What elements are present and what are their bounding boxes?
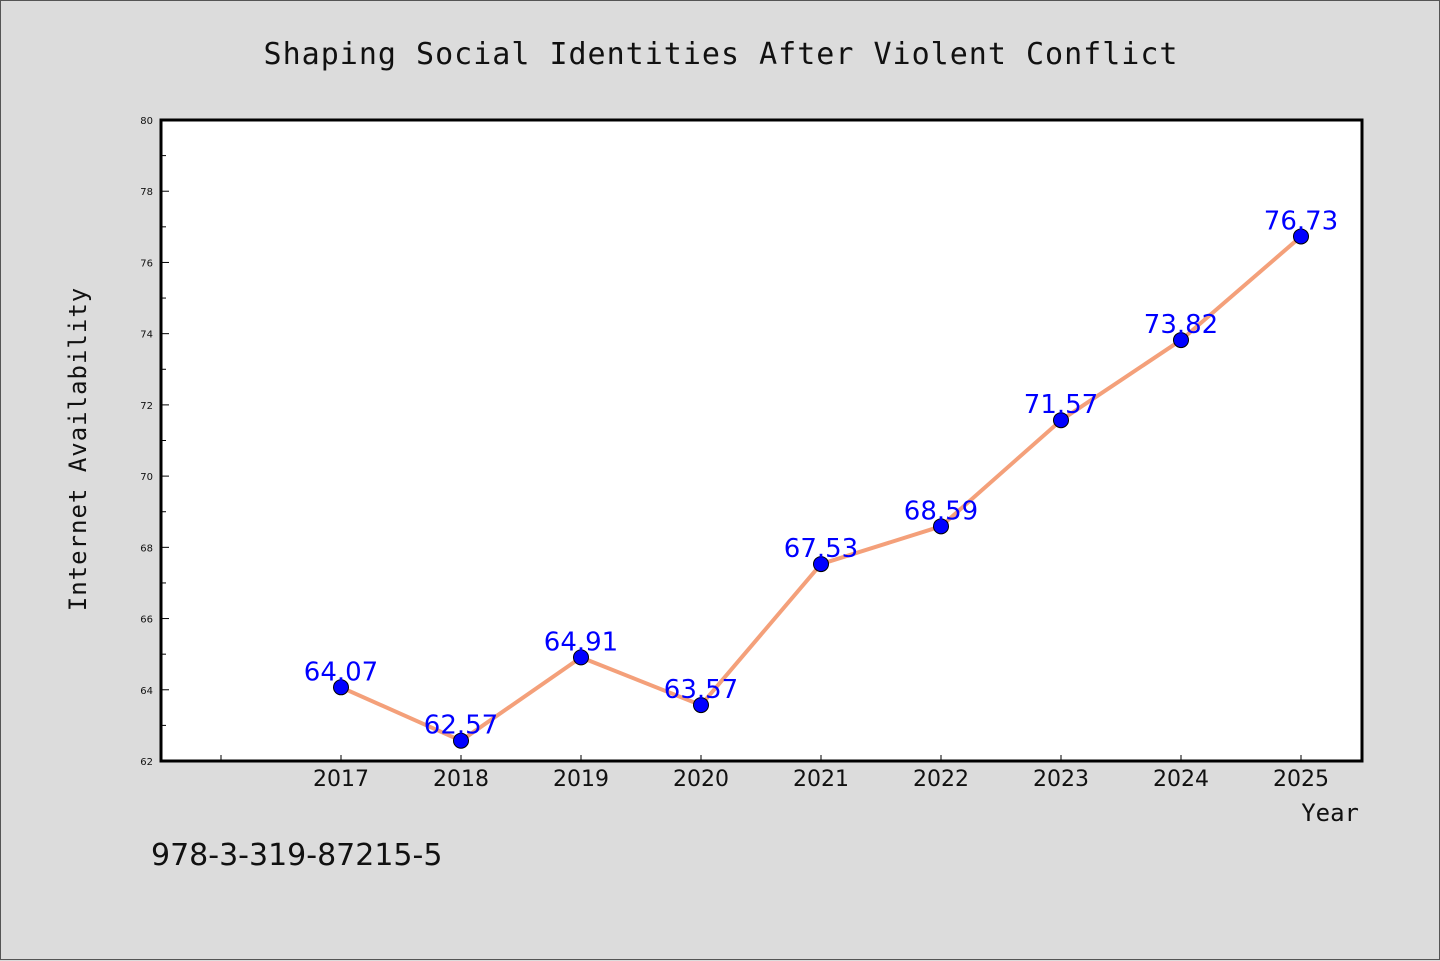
y-tick-label: 66 (140, 615, 153, 626)
x-tick-label: 2017 (313, 767, 369, 792)
data-label: 64.91 (544, 627, 618, 657)
x-tick-label: 2022 (913, 767, 969, 792)
data-point-marker (813, 556, 829, 573)
x-axis-ticks: 2017 2018 2019 2020 2021 2022 2023 2024 2025 (220, 755, 1329, 792)
data-point-marker (1053, 412, 1069, 429)
data-point-marker (1173, 332, 1189, 349)
x-axis-label: Year (1301, 799, 1359, 827)
y-tick-label: 62 (140, 757, 153, 768)
data-label: 64.07 (304, 657, 378, 687)
x-tick-label: 2024 (1153, 767, 1209, 792)
chart-title: Shaping Social Identities After Violent … (264, 37, 1179, 72)
data-point-marker (1293, 228, 1309, 245)
y-tick-label: 68 (140, 543, 153, 554)
y-tick-label: 70 (140, 472, 153, 483)
y-axis-ticks: 62 64 66 68 70 72 74 76 78 80 (140, 116, 169, 768)
isbn-footer: 978-3-319-87215-5 (151, 838, 442, 873)
data-label: 73.82 (1144, 310, 1218, 340)
data-label: 63.57 (664, 675, 738, 705)
data-point-marker (573, 649, 589, 666)
y-tick-label: 64 (140, 686, 153, 697)
data-label: 62.57 (424, 711, 498, 741)
y-tick-label: 78 (140, 187, 153, 198)
data-point-marker (933, 518, 949, 535)
data-labels-layer: 64.07 62.57 64.91 63.57 67.53 68.59 71.57 73.82… (304, 206, 1338, 740)
x-tick-label: 2025 (1273, 767, 1329, 792)
data-label: 76.73 (1264, 206, 1338, 236)
x-tick-label: 2018 (433, 767, 489, 792)
data-point-marker (333, 679, 349, 696)
data-point-marker (453, 732, 469, 749)
data-label: 71.57 (1024, 390, 1098, 420)
data-label: 68.59 (904, 496, 978, 526)
markers-layer (333, 228, 1309, 749)
data-point-marker (693, 697, 709, 714)
x-tick-label: 2023 (1033, 767, 1089, 792)
data-label: 67.53 (784, 534, 858, 564)
y-tick-label: 76 (140, 258, 153, 269)
y-tick-label: 74 (140, 330, 153, 341)
x-tick-label: 2019 (553, 767, 609, 792)
x-tick-label: 2020 (673, 767, 729, 792)
y-tick-label: 80 (140, 116, 153, 127)
y-axis-label: Internet Availability (64, 287, 92, 611)
y-tick-label: 72 (140, 401, 153, 412)
plot-area (159, 118, 1364, 763)
x-tick-label: 2021 (793, 767, 849, 792)
